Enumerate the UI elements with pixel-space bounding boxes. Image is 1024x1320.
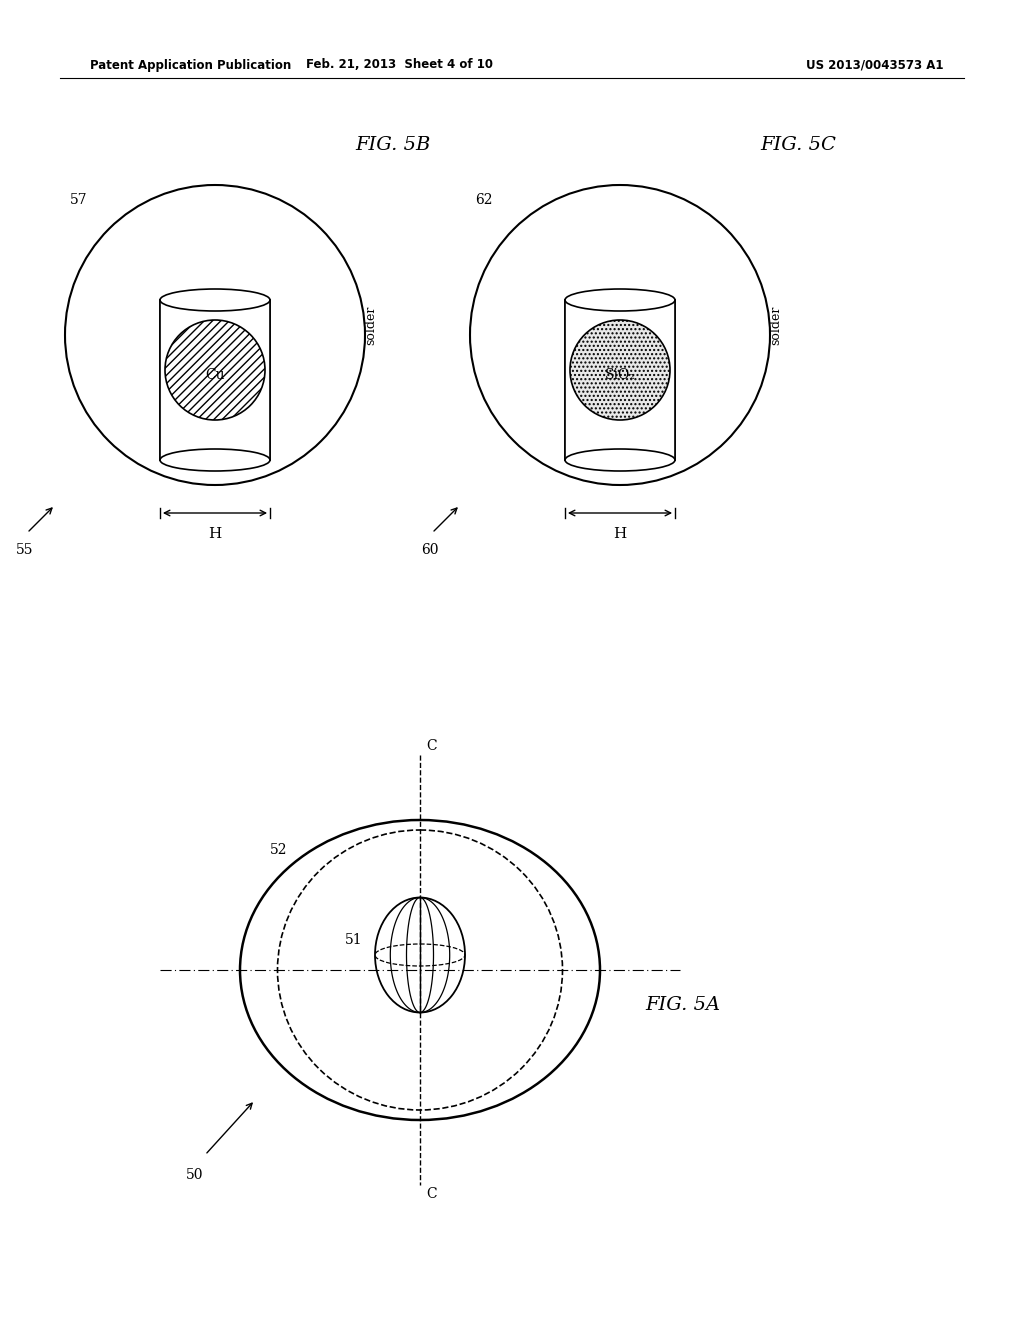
Text: C: C <box>426 739 436 752</box>
Text: 55: 55 <box>16 543 34 557</box>
Text: 56: 56 <box>167 304 184 318</box>
Bar <box>160 300 270 459</box>
Text: Cu: Cu <box>205 368 225 381</box>
Ellipse shape <box>160 289 270 312</box>
Text: H: H <box>208 527 221 541</box>
Text: SiO₂: SiO₂ <box>604 368 636 381</box>
Text: FIG. 5A: FIG. 5A <box>645 997 720 1014</box>
Bar <box>565 300 675 459</box>
Text: H: H <box>613 527 627 541</box>
Text: Patent Application Publication: Patent Application Publication <box>90 58 291 71</box>
Text: FIG. 5B: FIG. 5B <box>355 136 430 154</box>
Text: solder: solder <box>769 305 782 345</box>
Ellipse shape <box>570 319 670 420</box>
Ellipse shape <box>565 449 675 471</box>
Text: solder: solder <box>365 305 378 345</box>
Ellipse shape <box>160 449 270 471</box>
Text: 50: 50 <box>186 1168 204 1181</box>
Text: US 2013/0043573 A1: US 2013/0043573 A1 <box>806 58 944 71</box>
Text: 52: 52 <box>270 843 288 857</box>
Text: C: C <box>426 1187 436 1201</box>
Text: FIG. 5C: FIG. 5C <box>760 136 836 154</box>
Text: 61: 61 <box>572 304 590 318</box>
Text: Feb. 21, 2013  Sheet 4 of 10: Feb. 21, 2013 Sheet 4 of 10 <box>306 58 494 71</box>
Text: 57: 57 <box>70 193 88 207</box>
Text: 62: 62 <box>475 193 493 207</box>
Text: 60: 60 <box>421 543 438 557</box>
Ellipse shape <box>565 289 675 312</box>
Ellipse shape <box>165 319 265 420</box>
Text: 51: 51 <box>345 933 362 946</box>
